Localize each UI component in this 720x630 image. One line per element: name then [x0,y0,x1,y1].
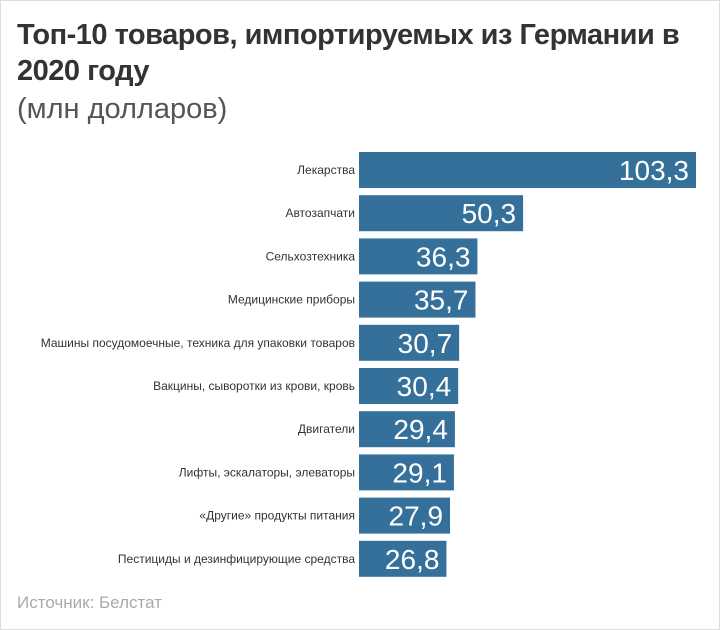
bar [359,152,696,188]
bar [359,368,459,404]
category-label: Лифты, эскалаторы, элеваторы [179,465,355,479]
bar [359,238,478,275]
category-label: Двигатели [298,422,355,436]
value-label: 26,8 [385,544,440,575]
bar [359,540,447,577]
category-label: «Другие» продукты питания [199,509,355,523]
bar [359,497,451,534]
value-label: 30,7 [398,328,453,359]
category-label: Медицинские приборы [228,293,355,307]
chart-subtitle: (млн долларов) [17,93,228,125]
value-label: 103,3 [619,155,689,186]
value-label: 29,4 [393,414,448,445]
value-label: 36,3 [416,241,471,272]
value-label: 35,7 [414,285,469,316]
bar [359,195,524,232]
value-label: 27,9 [389,501,444,532]
category-label: Машины посудомоечные, техника для упаков… [41,336,355,350]
bar [359,454,454,491]
value-label: 29,1 [392,457,447,488]
source-note: Источник: Белстат [17,593,162,612]
value-label: 30,4 [397,371,452,402]
category-label: Лекарства [297,163,355,177]
bar [359,411,455,448]
bar [359,281,476,318]
category-label: Сельхозтехника [266,249,356,263]
category-label: Автозапчати [285,206,355,220]
category-label: Вакцины, сыворотки из крови, кровь [153,379,355,393]
category-label: Пестициды и дезинфицирующие средства [118,552,355,566]
chart-title: Топ-10 товаров, импортируемых из Германи… [17,19,680,87]
bar [359,324,460,361]
value-label: 50,3 [462,198,517,229]
